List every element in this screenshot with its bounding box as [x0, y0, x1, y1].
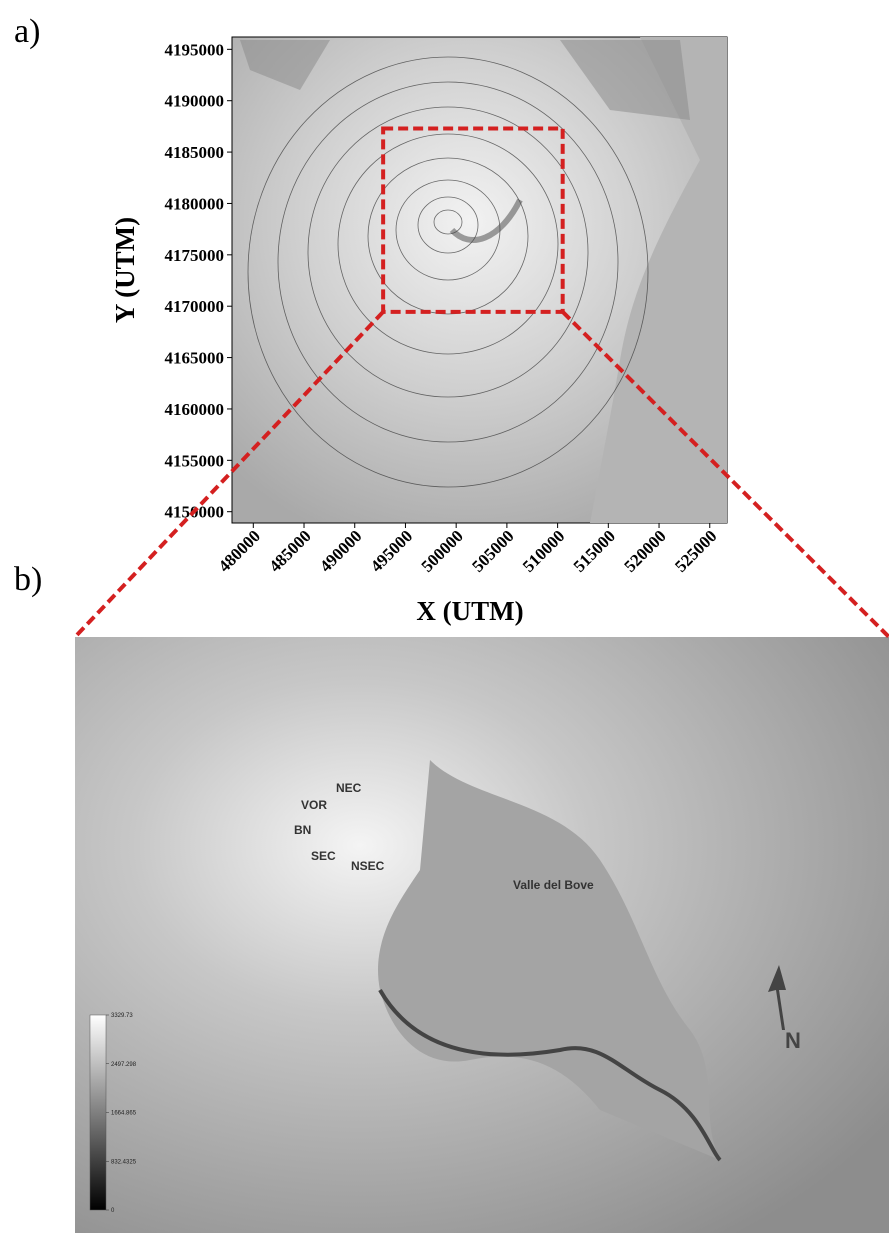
crater-label: Valle del Bove: [513, 878, 594, 892]
y-tick-label: 4180000: [165, 194, 225, 213]
crater-label: NSEC: [351, 859, 385, 873]
colorbar-tick-label: 3329.73: [111, 1013, 133, 1019]
panel-label: b): [14, 561, 42, 598]
x-axis-label: X (UTM): [416, 596, 523, 626]
x-tick-label: 505000: [468, 526, 517, 575]
x-tick-label: 525000: [671, 526, 720, 575]
crater-label: BN: [294, 823, 311, 837]
y-tick-label: 4190000: [165, 92, 225, 111]
colorbar-tick-label: 1664.865: [111, 1111, 137, 1117]
north-label: N: [785, 1028, 801, 1053]
y-axis-label: Y (UTM): [110, 217, 140, 323]
y-tick-label: 4175000: [165, 246, 225, 265]
y-tick-label: 4165000: [165, 349, 225, 368]
crater-label: NEC: [336, 781, 362, 795]
y-tick-label: 4160000: [165, 400, 225, 419]
panel-label: a): [14, 13, 40, 50]
crater-label: VOR: [301, 798, 327, 812]
x-tick-label: 485000: [265, 526, 314, 575]
x-tick-label: 515000: [570, 526, 619, 575]
colorbar: [90, 1015, 106, 1210]
y-tick-label: 4155000: [165, 451, 225, 470]
x-tick-label: 480000: [215, 526, 264, 575]
x-tick-label: 490000: [316, 526, 365, 575]
colorbar-tick-label: 2497.298: [111, 1062, 137, 1068]
x-tick-label: 500000: [418, 526, 467, 575]
crater-label: SEC: [311, 849, 336, 863]
y-tick-label: 4185000: [165, 143, 225, 162]
y-tick-label: 4170000: [165, 297, 225, 316]
x-tick-label: 510000: [519, 526, 568, 575]
figure: a) 4800004850004900004950005000005050005…: [0, 0, 889, 1233]
x-tick-label: 520000: [620, 526, 669, 575]
x-tick-label: 495000: [367, 526, 416, 575]
y-tick-label: 4195000: [165, 40, 225, 59]
colorbar-tick-label: 832.4325: [111, 1159, 137, 1165]
